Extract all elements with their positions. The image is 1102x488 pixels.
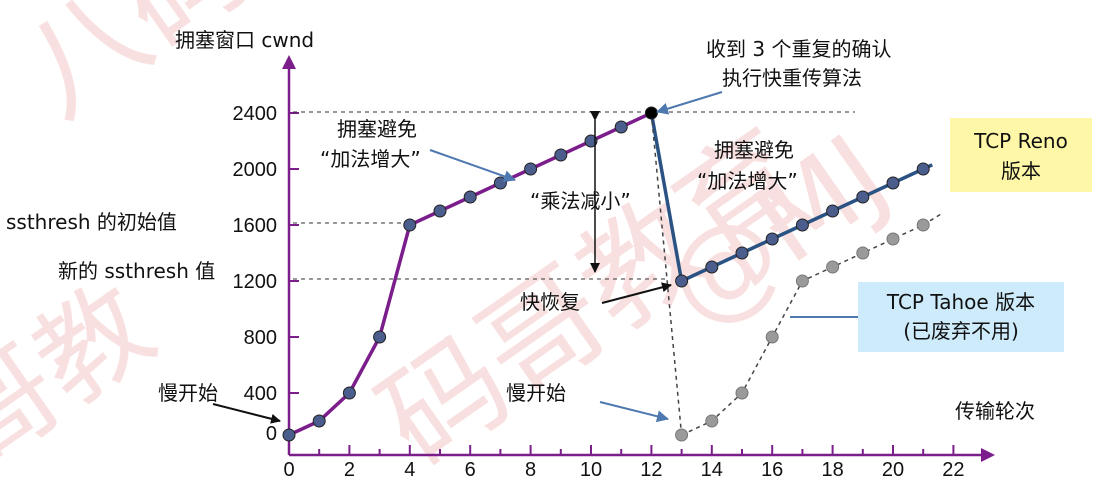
x-tick-label: 18 — [821, 459, 843, 481]
slow-start-label-2: 慢开始 — [506, 381, 566, 405]
data-point-purple — [312, 414, 326, 428]
y-tick-label: 800 — [244, 327, 277, 349]
data-point-blue — [765, 232, 779, 246]
x-tick-label: 0 — [283, 459, 294, 481]
ssthresh-new-label: 新的 ssthresh 值 — [58, 259, 215, 283]
reno-box-line1: TCP Reno — [973, 129, 1068, 153]
data-point-purple — [614, 120, 628, 134]
x-tick-label: 16 — [761, 459, 783, 481]
x-tick-label: 12 — [640, 459, 662, 481]
slow-start-label-1: 慢开始 — [158, 381, 218, 405]
guide-lines — [293, 111, 855, 280]
peak-marker — [644, 106, 658, 120]
data-point-blue — [795, 218, 809, 232]
data-point-blue — [916, 162, 930, 176]
x-tick-label: 10 — [580, 459, 602, 481]
data-point-gray — [916, 218, 930, 232]
reno-box-line2: 版本 — [1001, 159, 1041, 183]
data-point-blue — [826, 204, 840, 218]
data-point-gray — [886, 232, 900, 246]
tahoe-box-line2: (已废弃不用) — [903, 319, 1019, 343]
data-point-gray — [735, 386, 749, 400]
ssthresh-initial-label: ssthresh 的初始值 — [6, 210, 177, 234]
drop-connectors — [649, 112, 684, 436]
slow-start-arrow-2 — [599, 401, 669, 423]
triple-ack-line1: 收到 3 个重复的确认 — [706, 37, 891, 61]
ca1-arrow — [429, 149, 516, 182]
data-point-blue — [735, 246, 749, 260]
data-point-purple — [403, 218, 417, 232]
ca2-line2: “加法增大” — [697, 169, 798, 193]
svg-text:哥教: 哥教 — [0, 260, 175, 488]
data-point-gray — [765, 330, 779, 344]
x-tick-label: 20 — [882, 459, 904, 481]
ca2-line1: 拥塞避免 — [714, 138, 794, 162]
reno-box: TCP Reno 版本 — [950, 118, 1092, 192]
data-point-purple — [524, 162, 538, 176]
x-axis-label: 传输轮次 — [955, 399, 1035, 423]
data-point-blue — [705, 260, 719, 274]
y-tick-label: 1200 — [233, 271, 278, 293]
fast-recovery-label: 快恢复 — [520, 290, 580, 314]
x-tick-label: 22 — [942, 459, 964, 481]
data-point-blue — [886, 176, 900, 190]
md-label: “乘法减小” — [530, 189, 631, 213]
fast-recovery-arrow — [601, 282, 672, 304]
triple-ack-line2: 执行快重传算法 — [722, 66, 862, 90]
slow-start-arrow-1 — [212, 403, 281, 424]
data-point-gray — [705, 414, 719, 428]
data-point-gray — [795, 274, 809, 288]
data-point-purple — [554, 148, 568, 162]
x-tick-label: 4 — [404, 459, 415, 481]
triple-ack-arrow — [656, 91, 723, 115]
y-tick-label: 1600 — [233, 215, 278, 237]
ca1-line1: 拥塞避免 — [337, 117, 417, 141]
data-point-purple — [373, 330, 387, 344]
tahoe-box: TCP Tahoe 版本 (已废弃不用) — [858, 282, 1064, 352]
y-axis-label: 拥塞窗口 cwnd — [175, 28, 314, 52]
data-point-gray — [826, 260, 840, 274]
data-point-purple — [342, 386, 356, 400]
tahoe-box-bg — [858, 282, 1064, 352]
ca1-line2: “加法增大” — [320, 147, 421, 171]
svg-text:八码哥: 八码哥 — [0, 0, 372, 144]
x-tick-marks — [288, 445, 955, 455]
tahoe-box-line1: TCP Tahoe 版本 — [886, 290, 1035, 314]
x-tick-labels: 0 2 4 6 8 10 12 14 16 18 20 22 — [283, 459, 964, 481]
data-point-purple — [282, 428, 296, 442]
series-markers — [282, 106, 930, 442]
x-tick-label: 8 — [525, 459, 536, 481]
y-tick-marks — [289, 112, 299, 456]
data-point-gray — [675, 428, 689, 442]
y-tick-label: 0 — [266, 423, 277, 445]
reno-box-bg — [950, 118, 1092, 192]
y-tick-label: 2000 — [233, 159, 278, 181]
x-tick-label: 6 — [465, 459, 476, 481]
data-point-purple — [463, 190, 477, 204]
data-point-purple — [493, 176, 507, 190]
y-tick-label: 2400 — [233, 103, 278, 125]
drop-line-tahoe — [650, 112, 683, 436]
data-point-purple — [433, 204, 447, 218]
data-point-blue — [675, 274, 689, 288]
y-tick-labels: 0 400 800 1200 1600 2000 2400 — [233, 103, 278, 445]
drop-line-reno — [649, 112, 684, 282]
x-tick-label: 2 — [344, 459, 355, 481]
data-point-blue — [856, 190, 870, 204]
data-point-gray — [856, 246, 870, 260]
y-tick-label: 400 — [244, 383, 277, 405]
x-tick-label: 14 — [701, 459, 723, 481]
